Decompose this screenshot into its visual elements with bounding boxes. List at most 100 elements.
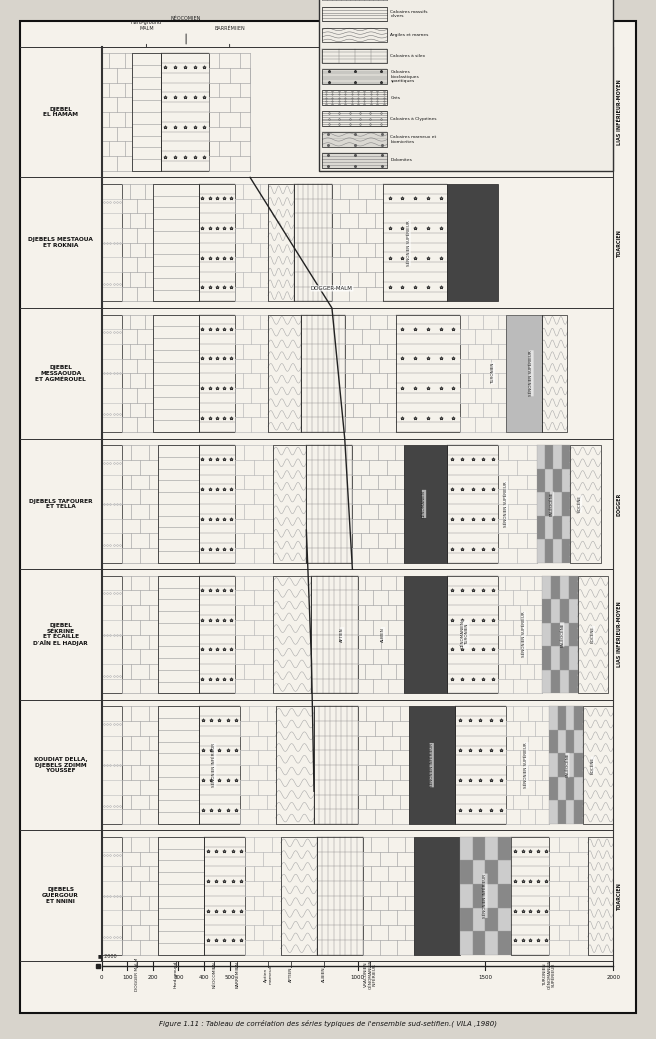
Text: ■ 2000: ■ 2000 xyxy=(98,953,117,958)
Bar xyxy=(560,670,569,693)
Bar xyxy=(396,315,460,432)
Bar xyxy=(312,576,358,693)
Bar xyxy=(158,707,199,824)
Text: 300: 300 xyxy=(173,975,184,980)
Text: CÉNOMANIEN: CÉNOMANIEN xyxy=(422,490,426,517)
Bar xyxy=(553,515,562,539)
Bar xyxy=(550,800,558,824)
Bar xyxy=(562,515,570,539)
Bar xyxy=(550,753,558,777)
Bar xyxy=(588,837,613,955)
Bar xyxy=(550,777,558,800)
Bar xyxy=(506,315,542,432)
Bar xyxy=(569,622,577,646)
Bar xyxy=(558,777,566,800)
Text: Calcaires à silex: Calcaires à silex xyxy=(390,54,426,58)
Bar xyxy=(550,600,560,622)
Bar xyxy=(558,729,566,753)
Bar xyxy=(199,445,235,563)
Bar xyxy=(575,800,583,824)
Bar xyxy=(537,492,545,515)
Bar xyxy=(301,315,345,432)
Text: DOGGER MALM: DOGGER MALM xyxy=(136,958,140,991)
Bar xyxy=(499,907,511,931)
Bar xyxy=(403,445,447,563)
Text: SÉNONIEN INFÉRIEUR: SÉNONIEN INFÉRIEUR xyxy=(483,874,487,917)
Text: SÉNONIEN SUPÉRIEUR: SÉNONIEN SUPÉRIEUR xyxy=(522,612,526,658)
Bar xyxy=(553,445,562,469)
Text: APTIEN: APTIEN xyxy=(340,628,344,642)
Bar xyxy=(323,28,387,43)
Bar xyxy=(472,884,485,907)
Bar xyxy=(314,707,358,824)
Bar xyxy=(537,445,545,469)
Bar xyxy=(575,753,583,777)
Text: Calcaires
bioclastiques
sparitiques: Calcaires bioclastiques sparitiques xyxy=(390,71,419,83)
Text: 0: 0 xyxy=(100,975,104,980)
Bar xyxy=(542,315,567,432)
Text: ALBIEN: ALBIEN xyxy=(322,966,326,983)
Bar xyxy=(566,753,575,777)
Bar xyxy=(485,860,499,884)
Bar xyxy=(268,315,301,432)
Bar xyxy=(323,132,387,146)
Text: DOGGER-MALM: DOGGER-MALM xyxy=(311,286,353,291)
Bar xyxy=(550,622,560,646)
Text: BARRÉMIIEN: BARRÉMIIEN xyxy=(236,961,239,988)
Bar xyxy=(460,907,472,931)
Text: KOUDIAT DELLA,
DJEBELS ZDIMM
YOUSSEF: KOUDIAT DELLA, DJEBELS ZDIMM YOUSSEF xyxy=(34,756,87,773)
Text: Argiles et marnes: Argiles et marnes xyxy=(390,33,429,37)
Bar xyxy=(409,707,455,824)
Text: Calcaires à Clypéines: Calcaires à Clypéines xyxy=(390,116,437,121)
Text: DOGGER: DOGGER xyxy=(617,492,622,515)
Bar xyxy=(560,600,569,622)
Text: Calcaires massifs
divers: Calcaires massifs divers xyxy=(390,9,428,19)
Bar xyxy=(158,837,204,955)
Text: DJEBELS TAFOURER
ET TELLA: DJEBELS TAFOURER ET TELLA xyxy=(29,499,92,509)
Bar xyxy=(575,777,583,800)
Bar xyxy=(455,707,506,824)
Bar xyxy=(553,539,562,563)
Bar xyxy=(537,539,545,563)
Bar xyxy=(414,837,460,955)
Bar xyxy=(319,0,613,170)
Bar xyxy=(558,753,566,777)
Text: Figure 1.11 : Tableau de corrélation des séries typiques de l'ensemble sud-setif: Figure 1.11 : Tableau de corrélation des… xyxy=(159,1019,497,1028)
Bar xyxy=(306,445,352,563)
Text: SÉNONIEN SUPÉRIEUR: SÉNONIEN SUPÉRIEUR xyxy=(407,220,411,266)
Text: DJEBEL
SÉKRINE
ET ÉCAILLE
D'AÏN EL HADJAR: DJEBEL SÉKRINE ET ÉCAILLE D'AÏN EL HADJA… xyxy=(33,622,88,646)
Bar xyxy=(472,837,485,860)
Text: TOARCIEN: TOARCIEN xyxy=(617,229,622,257)
Text: Hard-ground: Hard-ground xyxy=(174,961,178,988)
Bar xyxy=(545,445,553,469)
Bar xyxy=(460,931,472,955)
Bar xyxy=(447,576,499,693)
Text: Dolomites: Dolomites xyxy=(390,158,413,162)
Bar xyxy=(102,315,122,432)
Bar xyxy=(499,837,511,860)
Bar xyxy=(199,707,240,824)
Bar xyxy=(545,469,553,492)
Text: SÉNONIEN INFÉRIEUR: SÉNONIEN INFÉRIEUR xyxy=(213,743,216,788)
Bar xyxy=(199,576,235,693)
Bar xyxy=(562,492,570,515)
Bar xyxy=(560,622,569,646)
Text: Grès: Grès xyxy=(390,96,400,100)
Bar xyxy=(199,315,235,432)
Bar xyxy=(566,707,575,729)
Bar xyxy=(204,837,245,955)
Bar xyxy=(317,837,363,955)
Bar xyxy=(550,729,558,753)
Bar xyxy=(485,907,499,931)
Text: 200: 200 xyxy=(148,975,158,980)
Bar xyxy=(545,515,553,539)
Bar xyxy=(161,53,209,170)
Bar xyxy=(499,860,511,884)
Bar xyxy=(550,576,560,600)
Bar xyxy=(577,576,608,693)
Bar xyxy=(569,670,577,693)
Text: VRACONIEN
CÉNOMANIEN
INFÉRIEUR: VRACONIEN CÉNOMANIEN INFÉRIEUR xyxy=(363,960,377,989)
Bar xyxy=(472,931,485,955)
Bar xyxy=(273,445,306,563)
Bar xyxy=(569,576,577,600)
